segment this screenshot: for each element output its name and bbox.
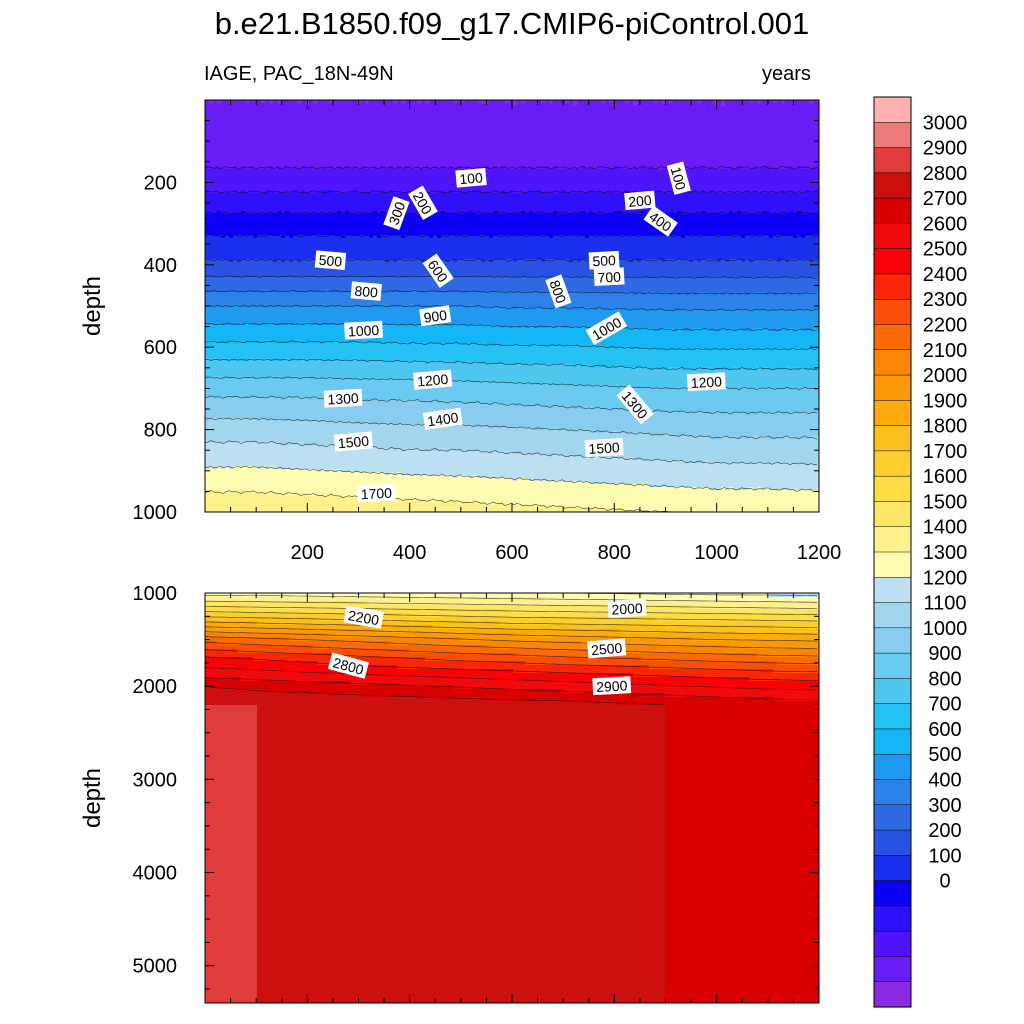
upper-panel-plot: 100 100200 200300 400500 500600 700800 8009001… (79, 100, 841, 564)
